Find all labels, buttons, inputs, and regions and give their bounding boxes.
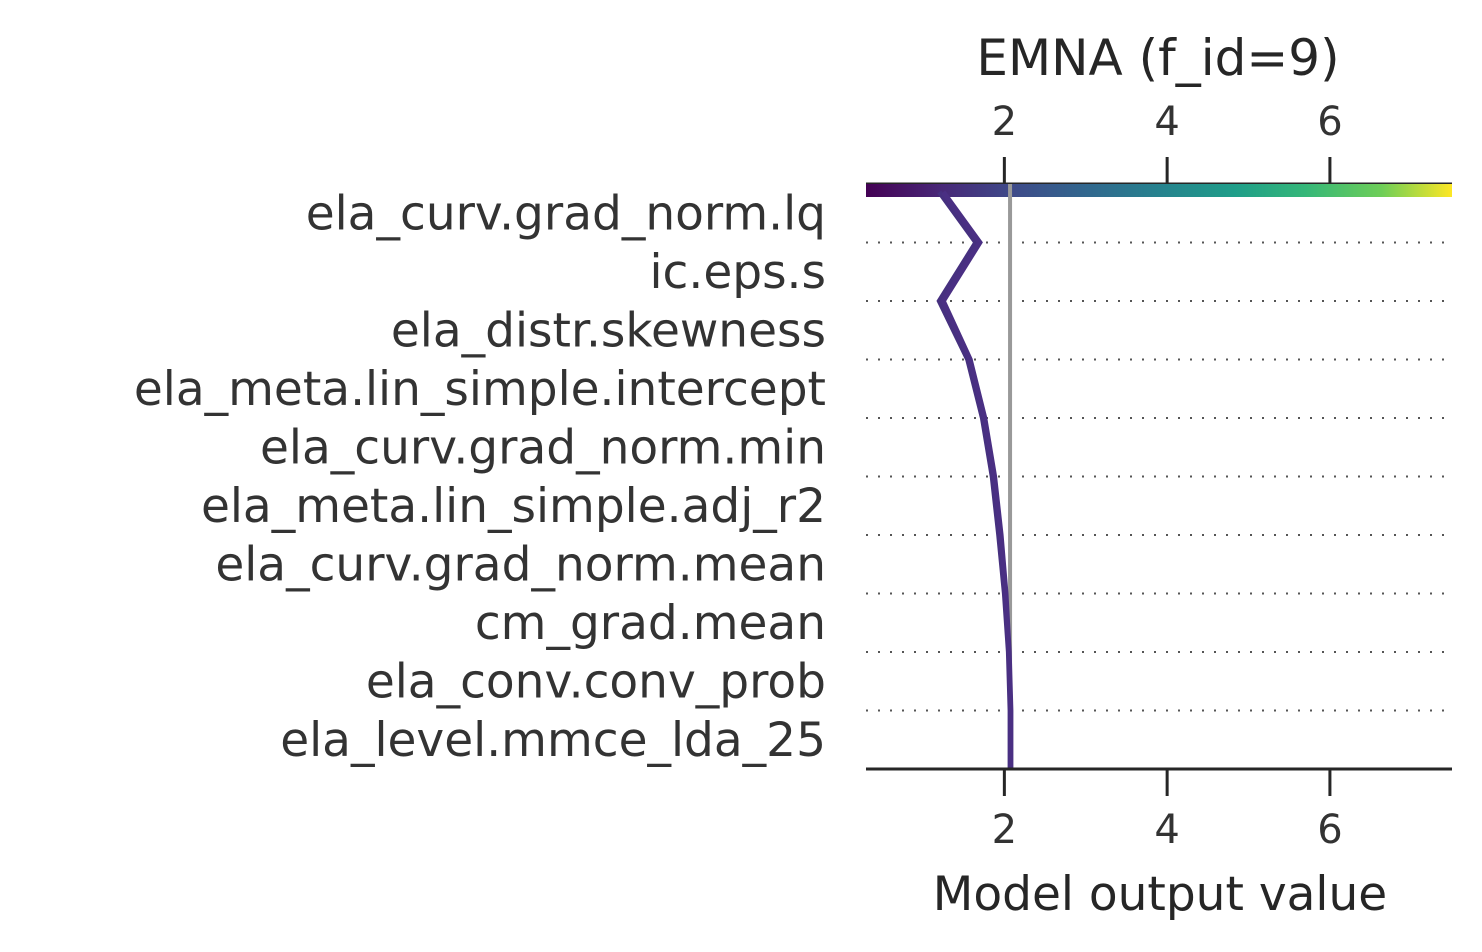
feature-label: ela_level.mmce_lda_25 <box>280 713 826 768</box>
feature-label: ela_curv.grad_norm.min <box>260 420 826 475</box>
top-tick-label: 4 <box>1154 99 1179 145</box>
feature-label: ela_conv.conv_prob <box>366 654 826 709</box>
feature-label: ela_meta.lin_simple.adj_r2 <box>201 479 826 534</box>
bottom-tick-label: 6 <box>1317 807 1342 853</box>
decision-line <box>936 190 1013 769</box>
feature-label: ela_meta.lin_simple.intercept <box>134 362 826 417</box>
gridlines <box>866 241 1452 712</box>
top-tick-label: 2 <box>992 99 1017 145</box>
colorbar <box>866 184 1452 197</box>
top-tick-label: 6 <box>1317 99 1342 145</box>
feature-label: ic.eps.s <box>649 245 826 300</box>
feature-label: ela_curv.grad_norm.mean <box>215 537 826 592</box>
feature-label: ela_curv.grad_norm.lq <box>306 186 826 241</box>
feature-label: cm_grad.mean <box>475 596 826 651</box>
feature-label: ela_distr.skewness <box>391 303 826 358</box>
feature-labels: ela_curv.grad_norm.lqic.eps.sela_distr.s… <box>134 186 826 768</box>
bottom-axis: 2 4 6 <box>866 767 1452 853</box>
chart-title: EMNA (f_id=9) <box>976 29 1339 87</box>
decision-lines <box>936 190 1014 769</box>
bottom-tick-label: 2 <box>992 807 1017 853</box>
top-axis: 2 4 6 <box>866 99 1452 186</box>
decision-line <box>940 190 1014 769</box>
bottom-tick-label: 4 <box>1154 807 1179 853</box>
x-axis-title: Model output value <box>933 867 1387 922</box>
